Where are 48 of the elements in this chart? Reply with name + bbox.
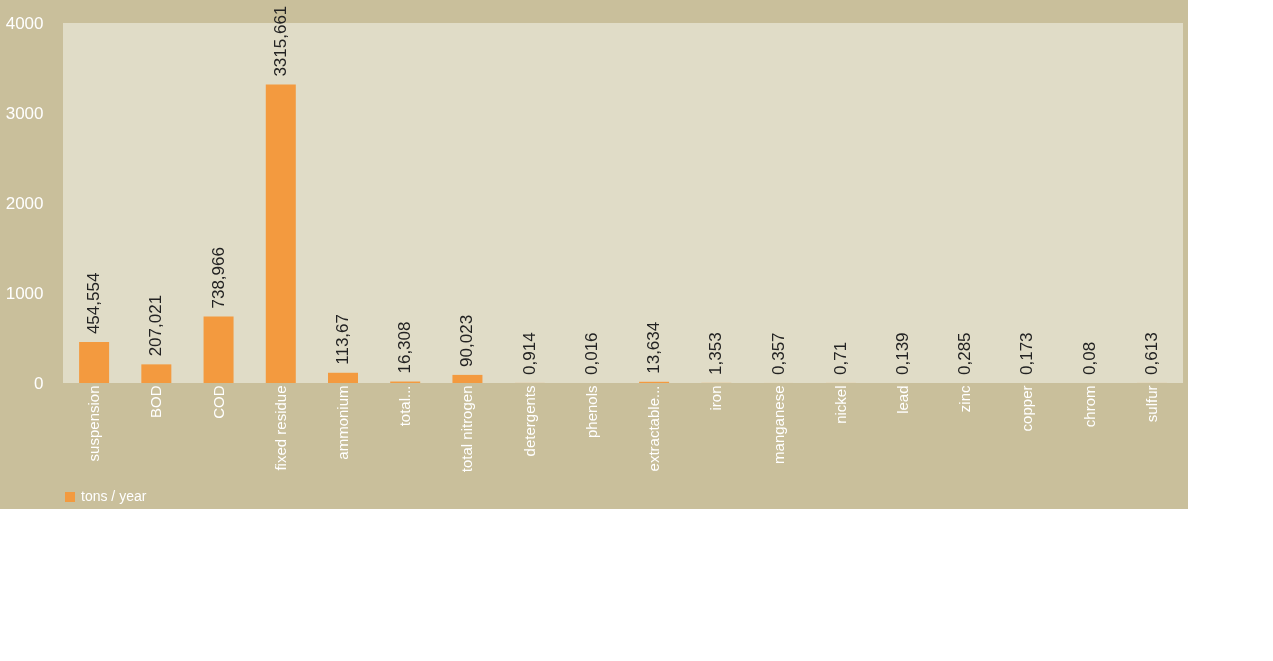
x-tick-label: copper (1018, 385, 1036, 432)
y-tick-label: 1000 (5, 283, 44, 303)
data-label: 0,173 (1017, 332, 1037, 375)
x-tick-label: COD (209, 385, 227, 419)
data-label: 0,08 (1079, 341, 1099, 375)
data-label: 1,353 (706, 332, 726, 375)
data-label: 0,71 (830, 341, 850, 375)
x-tick-label: BOD (147, 385, 165, 419)
x-tick-label: extractable... (645, 385, 663, 472)
x-tick-label: detergents (520, 385, 538, 457)
data-label: 16,308 (395, 321, 415, 374)
x-tick-label: total nitrogen (458, 385, 476, 473)
y-tick-label: 4000 (5, 13, 44, 33)
x-tick-label: manganese (769, 385, 787, 464)
data-label: 0,914 (519, 332, 539, 375)
x-tick-label: fixed residue (271, 385, 289, 471)
data-label: 90,023 (457, 314, 477, 367)
x-tick-label: lead (894, 385, 911, 414)
data-label: 207,021 (146, 294, 166, 357)
legend-label: tons / year (81, 488, 147, 504)
data-label: 3315,661 (270, 5, 290, 77)
data-label: 0,357 (768, 332, 788, 375)
data-label: 113,67 (333, 314, 352, 365)
x-tick-label: phenols (582, 385, 600, 439)
data-label: 0,139 (893, 332, 912, 375)
x-tick-label: ammonium (334, 385, 351, 460)
x-tick-label: zinc (956, 385, 974, 413)
x-tick-label: sulfur (1142, 385, 1160, 423)
data-label: 0,613 (1141, 332, 1161, 375)
y-tick-label: 0 (34, 373, 44, 393)
bar (79, 342, 110, 383)
bar (452, 374, 483, 383)
data-label: 13,634 (644, 321, 664, 374)
bar (141, 364, 172, 383)
data-label: 738,966 (208, 247, 228, 309)
bar (328, 372, 358, 383)
x-tick-label: total... (396, 385, 414, 427)
x-tick-label: suspension (85, 385, 103, 462)
x-tick-label: iron (707, 385, 725, 411)
bar (203, 316, 234, 383)
x-tick-label: chrom (1080, 385, 1098, 428)
data-label: 0,016 (581, 332, 601, 375)
y-tick-label: 2000 (5, 193, 44, 213)
x-tick-label: nickel (831, 385, 849, 424)
y-tick-label: 3000 (5, 103, 44, 123)
data-label: 454,554 (84, 272, 104, 335)
data-label: 0,285 (955, 332, 975, 375)
bar (265, 84, 296, 383)
